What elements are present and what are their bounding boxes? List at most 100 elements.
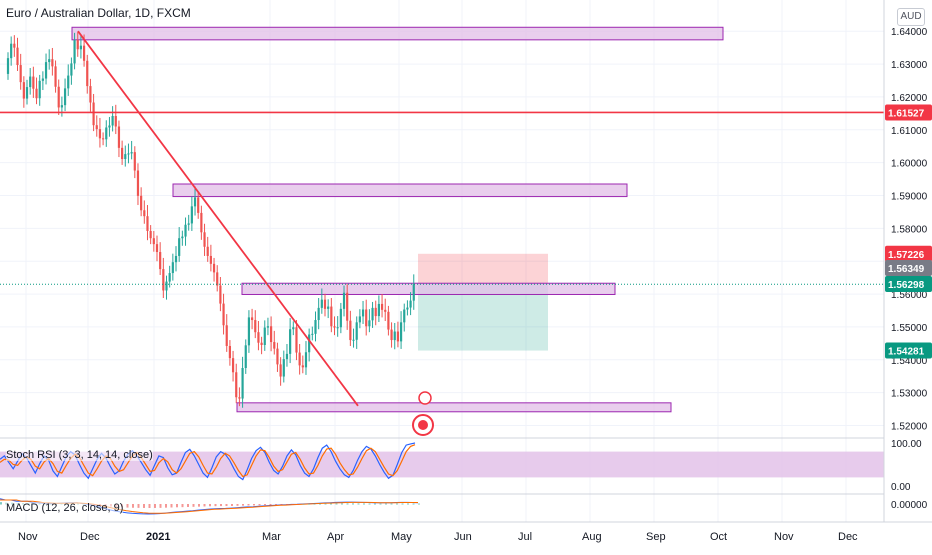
- candle-body: [247, 317, 251, 346]
- macd-histogram-bar: [302, 504, 305, 505]
- macd-histogram-bar: [137, 504, 140, 508]
- candle-body: [371, 307, 374, 321]
- supply-demand-zone[interactable]: [71, 26, 724, 41]
- candle-body: [32, 76, 35, 89]
- macd-histogram-bar: [192, 504, 195, 507]
- macd-histogram-bar: [346, 503, 349, 505]
- symbol-title: Euro / Australian Dollar, 1D, FXCM: [6, 6, 191, 20]
- candle-body: [216, 272, 219, 286]
- candle-body: [38, 80, 41, 99]
- candle-body: [279, 364, 282, 377]
- supply-demand-zone[interactable]: [172, 183, 628, 198]
- candle-body: [102, 138, 105, 140]
- x-tick-label: Nov: [18, 531, 38, 543]
- currency-button[interactable]: AUD: [897, 8, 925, 26]
- macd-histogram-bar: [0, 502, 2, 505]
- y-tick-label: 1.59000: [891, 192, 928, 203]
- zone-layer[interactable]: [71, 26, 724, 413]
- candle-body: [273, 342, 276, 349]
- grid-layer: [0, 0, 884, 522]
- position-tool[interactable]: [418, 253, 548, 351]
- candle-body: [162, 269, 165, 291]
- y-tick-label: 1.53000: [891, 389, 928, 400]
- candle-body: [409, 300, 412, 308]
- candle-body: [124, 154, 127, 160]
- candle-body: [111, 115, 114, 126]
- macd-label[interactable]: MACD (12, 26, close, 9): [6, 502, 124, 514]
- macd-histogram-bar: [363, 503, 365, 505]
- candle-body: [60, 105, 63, 108]
- event-icon[interactable]: [418, 391, 432, 405]
- candle-body: [95, 125, 98, 130]
- macd-histogram-bar: [176, 504, 178, 508]
- candle-body: [406, 307, 409, 310]
- macd-histogram-bar: [165, 504, 167, 508]
- x-tick-label: Nov: [774, 531, 794, 543]
- candle-body: [25, 87, 29, 99]
- supply-demand-zone[interactable]: [236, 402, 672, 413]
- stoch-rsi-label[interactable]: Stoch RSI (3, 3, 14, 14, close): [6, 449, 153, 461]
- macd-histogram-bar: [220, 504, 222, 507]
- candle-body: [292, 327, 295, 330]
- candle-body: [342, 292, 346, 309]
- candle-body: [330, 306, 333, 327]
- price-label-badge: [885, 260, 932, 276]
- candle-body: [339, 308, 342, 328]
- macd-histogram-bar: [126, 504, 129, 508]
- x-tick-label: Dec: [838, 531, 858, 543]
- candle-body: [82, 45, 86, 61]
- candle-body: [92, 102, 95, 126]
- candle-body: [105, 127, 108, 140]
- macd-histogram-bar: [352, 503, 354, 505]
- y-tick-label: 1.58000: [891, 224, 928, 235]
- candle-body: [352, 339, 355, 341]
- candle-body: [174, 255, 178, 263]
- stop-loss-zone[interactable]: [418, 253, 548, 285]
- candle-body: [225, 325, 228, 346]
- y-tick-label: 1.60000: [891, 159, 928, 170]
- candle-body: [374, 307, 377, 317]
- macd-histogram-bar: [236, 504, 239, 506]
- candle-body: [121, 147, 124, 160]
- x-tick-label: Sep: [646, 531, 666, 543]
- event-icon-layer[interactable]: [412, 391, 434, 436]
- candle-body: [130, 152, 133, 154]
- candle-body: [263, 327, 266, 345]
- candle-body: [276, 348, 279, 365]
- candle-body: [187, 223, 190, 225]
- candle-body: [165, 281, 168, 291]
- candle-body: [168, 273, 171, 282]
- stoch-tick-label: 100.00: [891, 439, 922, 450]
- candle-body: [270, 326, 273, 343]
- macd-histogram-bar: [264, 504, 266, 506]
- take-profit-zone[interactable]: [418, 284, 548, 351]
- candle-body: [197, 197, 200, 213]
- candle-body: [228, 345, 231, 359]
- candle-body: [346, 292, 349, 321]
- price-label-text: 1.61527: [888, 108, 925, 119]
- macd-histogram-bar: [225, 504, 228, 507]
- candle-body: [231, 358, 235, 373]
- macd-histogram-bar: [258, 504, 261, 506]
- candle-body: [314, 320, 317, 334]
- drawing-layer[interactable]: [0, 30, 884, 407]
- y-tick-label: 1.64000: [891, 27, 928, 38]
- candle-body: [184, 224, 187, 237]
- candle-body: [387, 311, 390, 330]
- candle-body: [22, 82, 25, 99]
- candle-body: [390, 329, 393, 341]
- x-tick-label: 2021: [146, 531, 170, 543]
- macd-histogram-bar: [297, 504, 299, 505]
- candle-body: [178, 238, 181, 256]
- price-label-text: 1.57226: [888, 250, 925, 261]
- y-tick-label: 1.62000: [891, 93, 928, 104]
- supply-demand-zone[interactable]: [241, 282, 616, 295]
- candle-body: [54, 66, 57, 87]
- candle-body: [377, 303, 380, 317]
- descending-trendline[interactable]: [77, 30, 359, 407]
- candle-body: [108, 125, 111, 128]
- candle-body: [368, 320, 371, 327]
- candle-body: [380, 303, 384, 310]
